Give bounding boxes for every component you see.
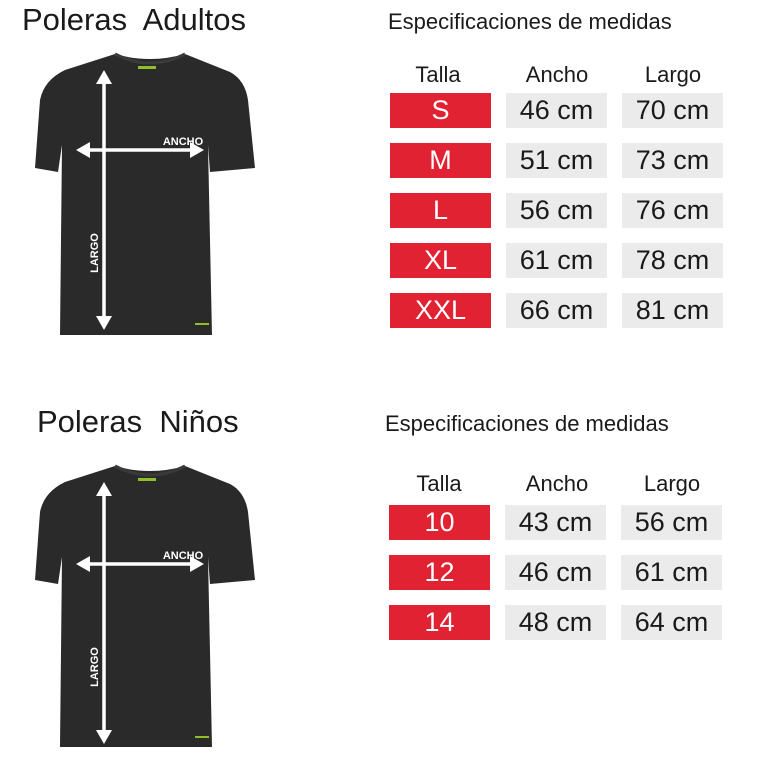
kids-largo-cell: 56 cm <box>621 505 722 540</box>
adults-size-cell: S <box>390 93 491 128</box>
adults-header-talla: Talla <box>415 62 461 87</box>
kids-size-cell: 12 <box>389 555 490 590</box>
adults-ancho-cell: 51 cm <box>506 143 607 178</box>
width-arrow <box>76 556 204 572</box>
adults-header-ancho: Ancho <box>525 62 589 87</box>
kids-largo-cell: 64 cm <box>621 605 722 640</box>
adults-largo-cell: 73 cm <box>622 143 723 178</box>
adults-size-cell: XXL <box>390 293 491 328</box>
adults-title: Poleras Adultos <box>22 2 247 37</box>
width-arrow <box>76 142 204 158</box>
kids-header-largo: Largo <box>643 471 701 496</box>
adults-largo-cell: 81 cm <box>622 293 723 328</box>
adults-ancho-cell: 56 cm <box>506 193 607 228</box>
width-label: ANCHO <box>163 136 204 148</box>
adults-ancho-cell: 46 cm <box>506 93 607 128</box>
logo-icon <box>195 736 209 738</box>
kids-ancho-cell: 48 cm <box>505 605 606 640</box>
adults-size-cell: L <box>390 193 491 228</box>
adults-size-cell: XL <box>390 243 491 278</box>
kids-header-talla: Talla <box>416 471 462 496</box>
adults-largo-cell: 70 cm <box>622 93 723 128</box>
kids-size-cell: 10 <box>389 505 490 540</box>
kids-ancho-cell: 43 cm <box>505 505 606 540</box>
tshirt-shape <box>35 54 255 335</box>
adults-size-cell: M <box>390 143 491 178</box>
adults-largo-cell: 76 cm <box>622 193 723 228</box>
logo-icon <box>138 66 156 69</box>
adults-header-largo: Largo <box>644 62 702 87</box>
tshirt-shape <box>35 466 255 747</box>
length-label: LARGO <box>89 233 101 273</box>
kids-largo-cell: 61 cm <box>621 555 722 590</box>
adults-ancho-cell: 61 cm <box>506 243 607 278</box>
kids-header-ancho: Ancho <box>525 471 589 496</box>
adult-shirt-image: ANCHO LARGO <box>35 52 255 335</box>
logo-icon <box>195 323 209 325</box>
kids-shirt-image: ANCHO LARGO <box>35 464 255 747</box>
width-label: ANCHO <box>163 550 204 562</box>
length-arrow <box>96 482 112 744</box>
adults-largo-cell: 78 cm <box>622 243 723 278</box>
length-arrow <box>96 70 112 330</box>
logo-icon <box>138 478 156 481</box>
kids-spec-title: Especificaciones de medidas <box>385 411 669 436</box>
kids-title: Poleras Niños <box>37 404 239 439</box>
kids-ancho-cell: 46 cm <box>505 555 606 590</box>
adults-ancho-cell: 66 cm <box>506 293 607 328</box>
length-label: LARGO <box>89 647 101 687</box>
adults-spec-title: Especificaciones de medidas <box>388 9 672 34</box>
kids-size-cell: 14 <box>389 605 490 640</box>
